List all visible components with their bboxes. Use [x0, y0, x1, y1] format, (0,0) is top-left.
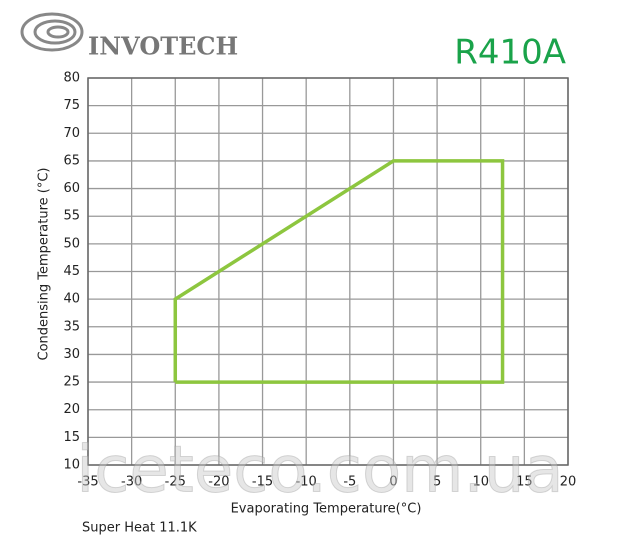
y-tick-label: 20 [63, 402, 80, 417]
x-axis-label: Evaporating Temperature(°C) [231, 502, 422, 517]
x-tick-label: -5 [343, 475, 356, 490]
y-tick-label: 60 [63, 181, 80, 196]
y-tick-label: 30 [63, 347, 80, 362]
logo-swirl [20, 12, 84, 52]
annotation: Super Heat 11.1K [82, 521, 197, 536]
y-tick-label: 50 [63, 236, 80, 251]
plot-frame [87, 77, 569, 466]
y-tick-label: 75 [63, 98, 80, 113]
x-tick-label: -30 [121, 475, 142, 490]
x-tick-label: 0 [389, 475, 397, 490]
x-tick-label: 15 [516, 475, 533, 490]
x-tick-label: 10 [472, 475, 489, 490]
chart-title: R410A [454, 33, 566, 73]
y-tick-label: 35 [63, 319, 80, 334]
envelope-line [173, 159, 505, 384]
y-tick-label: 25 [63, 375, 80, 390]
x-tick-label: -20 [208, 475, 229, 490]
x-tick-label: 5 [433, 475, 441, 490]
y-tick-label: 45 [63, 264, 80, 279]
y-tick-label: 55 [63, 209, 80, 224]
x-tick-label: -35 [77, 475, 98, 490]
brand: INVOTECH [88, 32, 238, 61]
watermark: iceteco.com.ua [76, 434, 563, 508]
x-tick-label: -15 [252, 475, 273, 490]
y-tick-label: 40 [63, 292, 80, 307]
y-tick-label: 65 [63, 153, 80, 168]
y-tick-label: 15 [63, 430, 80, 445]
y-tick-label: 80 [63, 71, 80, 86]
x-tick-label: -10 [296, 475, 317, 490]
x-tick-label: 20 [560, 475, 577, 490]
y-axis-label: Condensing Temperature (°C) [37, 168, 52, 361]
y-tick-label: 10 [63, 458, 80, 473]
x-tick-label: -25 [165, 475, 186, 490]
y-tick-label: 70 [63, 126, 80, 141]
